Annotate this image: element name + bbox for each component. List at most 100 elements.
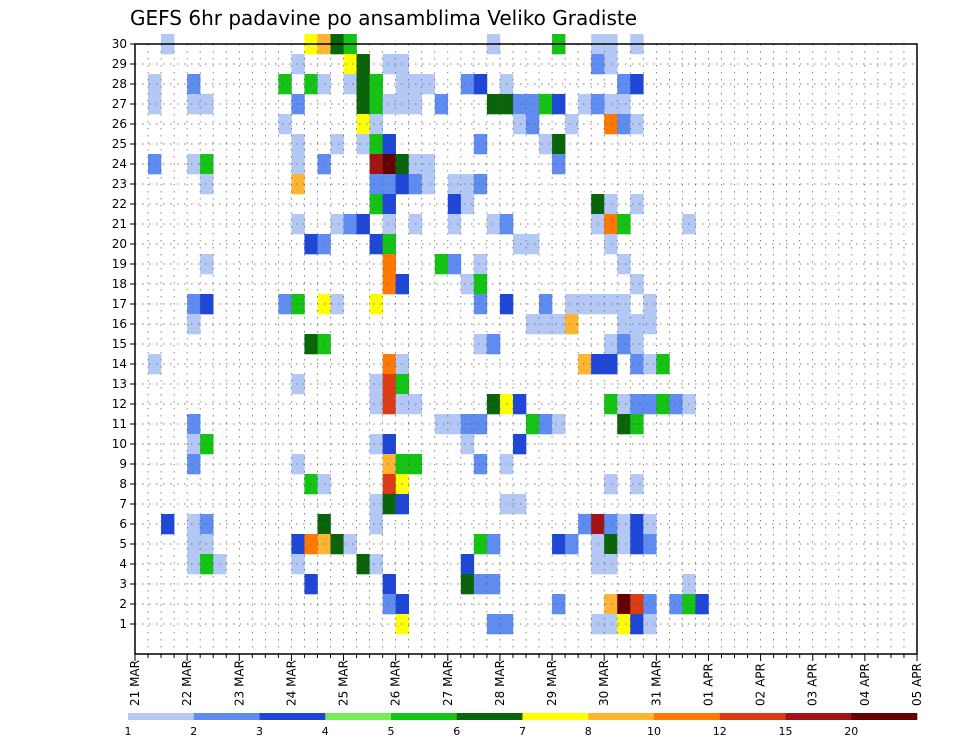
heatmap-cell xyxy=(356,94,370,115)
y-tick-label: 1 xyxy=(119,617,127,631)
heatmap-cell xyxy=(343,74,357,95)
heatmap-cell xyxy=(526,234,540,255)
y-tick-label: 10 xyxy=(112,437,127,451)
heatmap-cell xyxy=(421,174,436,195)
heatmap-cell xyxy=(460,274,475,295)
heatmap-cell xyxy=(552,414,566,435)
y-tick-label: 4 xyxy=(119,557,127,571)
heatmap-cell xyxy=(552,94,566,115)
heatmap-cell xyxy=(148,74,162,95)
heatmap-cell xyxy=(291,174,305,195)
colorbar-label: 6 xyxy=(453,725,460,738)
heatmap-cell xyxy=(630,274,644,295)
heatmap-cell xyxy=(460,174,475,195)
heatmap-cell xyxy=(630,114,644,135)
colorbar-swatch xyxy=(654,713,721,720)
heatmap-cell xyxy=(643,534,657,555)
heatmap-cell xyxy=(512,494,527,515)
heatmap-cell xyxy=(200,154,214,175)
heatmap-cell xyxy=(630,354,644,375)
y-tick-label: 28 xyxy=(112,77,127,91)
x-tick-label: 23 MAR xyxy=(232,660,246,706)
heatmap-cell xyxy=(356,554,370,575)
heatmap-cell xyxy=(643,514,657,535)
heatmap-cell xyxy=(278,294,292,315)
heatmap-cell xyxy=(356,114,370,135)
heatmap-cell xyxy=(486,574,501,595)
heatmap-cell xyxy=(473,254,488,275)
colorbar-label: 10 xyxy=(647,725,661,738)
grid-lines xyxy=(135,43,917,654)
heatmap-cell xyxy=(369,194,383,215)
heatmap-cell xyxy=(356,214,370,235)
heatmap-cell xyxy=(148,94,162,115)
heatmap-cell xyxy=(382,194,396,215)
heatmap-cell xyxy=(656,394,670,415)
colorbar-label: 7 xyxy=(519,725,526,738)
heatmap-cell xyxy=(617,534,631,555)
heatmap-cell xyxy=(434,94,449,115)
heatmap-cell xyxy=(526,414,540,435)
heatmap-cell xyxy=(473,574,488,595)
colorbar: 1 2 3 4 5 6 7 8 10 12 15 20 xyxy=(125,713,918,738)
x-tick-label: 05 APR xyxy=(910,663,924,706)
heatmap-cell xyxy=(369,134,383,155)
colorbar-label: 3 xyxy=(256,725,263,738)
heatmap-cell xyxy=(539,134,553,155)
heatmap-cell xyxy=(330,534,344,555)
heatmap-cell xyxy=(604,354,618,375)
colorbar-label: 4 xyxy=(322,725,329,738)
heatmap-cell xyxy=(578,94,592,115)
heatmap-cell xyxy=(473,534,488,555)
heatmap-cell xyxy=(382,354,396,375)
heatmap-cell xyxy=(187,154,201,175)
heatmap-cell xyxy=(539,94,553,115)
x-tick-label: 04 APR xyxy=(858,663,872,706)
heatmap-cell xyxy=(382,254,396,275)
heatmap-cell xyxy=(473,414,488,435)
heatmap-cell xyxy=(369,494,383,515)
heatmap-cell xyxy=(200,174,214,195)
colorbar-swatch xyxy=(128,713,195,720)
heatmap-cell xyxy=(473,454,488,475)
heatmap-cell xyxy=(291,54,305,75)
heatmap-cell xyxy=(200,294,214,315)
heatmap-cell xyxy=(669,594,683,615)
heatmap-cell xyxy=(604,114,618,135)
heatmap-cell xyxy=(604,94,618,115)
y-tick-label: 26 xyxy=(112,117,127,131)
heatmap-cell xyxy=(643,394,657,415)
heatmap-cell xyxy=(630,534,644,555)
y-axis: 1234567891011121314151617181920212223242… xyxy=(112,37,135,631)
heatmap-cell xyxy=(604,594,618,615)
heatmap-cell xyxy=(200,534,214,555)
heatmap-cell xyxy=(512,434,527,455)
heatmap-cell xyxy=(382,574,396,595)
y-tick-label: 22 xyxy=(112,197,127,211)
heatmap-cell xyxy=(369,154,383,175)
x-tick-label: 30 MAR xyxy=(597,660,611,706)
heatmap-cell xyxy=(291,374,305,395)
y-tick-label: 27 xyxy=(112,97,127,111)
heatmap-cell xyxy=(643,594,657,615)
heatmap-cell xyxy=(447,254,462,275)
heatmap-cell xyxy=(552,154,566,175)
y-tick-label: 17 xyxy=(112,297,127,311)
heatmap-cell xyxy=(578,514,592,535)
y-tick-label: 23 xyxy=(112,177,127,191)
heatmap-cell xyxy=(382,434,396,455)
heatmap-cell xyxy=(356,74,370,95)
heatmap-cell xyxy=(617,594,631,615)
heatmap-cell xyxy=(447,214,462,235)
heatmap-cell xyxy=(473,294,488,315)
heatmap-cell xyxy=(604,474,618,495)
heatmap-cell xyxy=(369,554,383,575)
colorbar-swatch xyxy=(259,713,326,720)
heatmap-cell xyxy=(187,314,201,335)
heatmap-cell xyxy=(187,554,201,575)
x-tick-label: 22 MAR xyxy=(180,660,194,706)
heatmap-cell xyxy=(526,314,540,335)
heatmap-cell xyxy=(486,214,501,235)
heatmap-cell xyxy=(565,314,579,335)
heatmap-cell xyxy=(460,554,475,575)
